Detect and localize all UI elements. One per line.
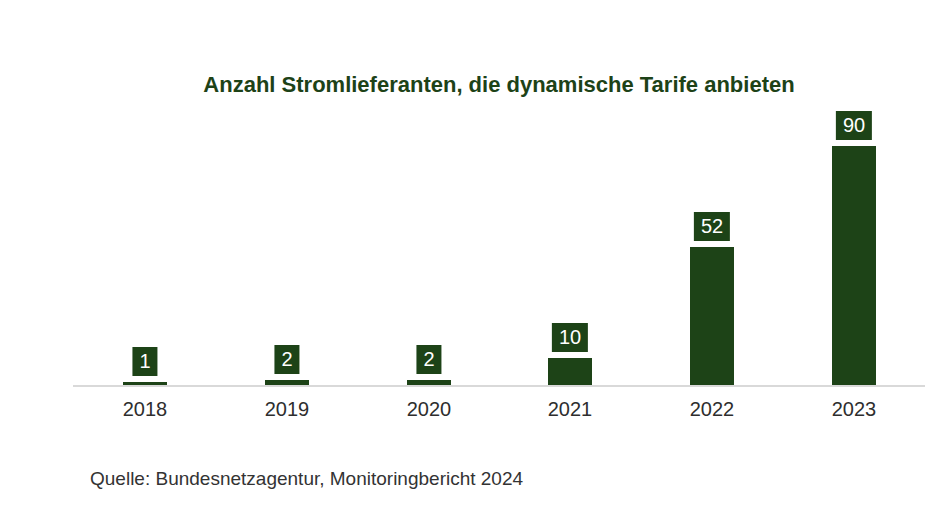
x-tick-label: 2018 (85, 398, 205, 421)
bar-value-label: 1 (132, 347, 157, 376)
chart-title: Anzahl Stromlieferanten, die dynamische … (73, 72, 925, 98)
bar-value-label: 2 (416, 345, 441, 374)
bar-2018 (123, 382, 167, 385)
bar-2020 (407, 380, 451, 385)
x-tick-label: 2019 (227, 398, 347, 421)
source-note: Quelle: Bundesnetzagentur, Monitoringber… (90, 468, 523, 490)
x-tick-label: 2023 (794, 398, 914, 421)
bar-2023 (832, 146, 876, 385)
bar-2019 (265, 380, 309, 385)
x-tick-label: 2022 (652, 398, 772, 421)
bar-value-label: 52 (694, 212, 730, 241)
chart-canvas: Anzahl Stromlieferanten, die dynamische … (0, 0, 951, 523)
bar-value-label: 10 (552, 323, 588, 352)
bar-value-label: 2 (274, 345, 299, 374)
x-tick-label: 2021 (510, 398, 630, 421)
x-tick-label: 2020 (369, 398, 489, 421)
bar-value-label: 90 (836, 111, 872, 140)
x-axis-line (73, 385, 925, 387)
bar-2022 (690, 247, 734, 385)
bar-2021 (548, 358, 592, 385)
